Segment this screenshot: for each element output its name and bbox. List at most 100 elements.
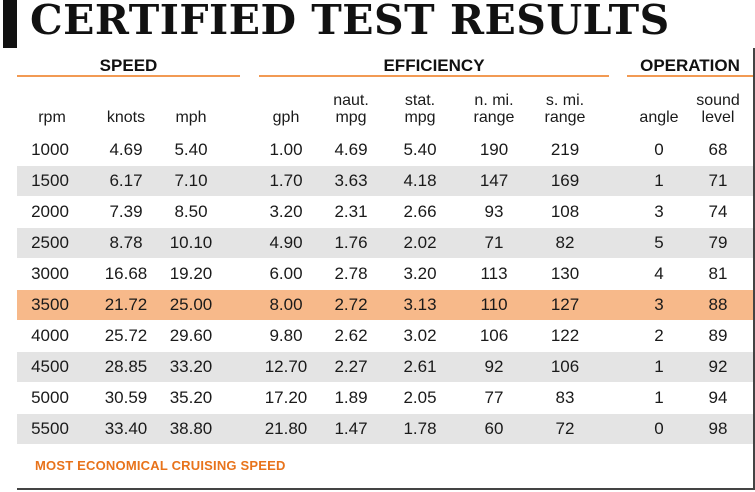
cell-angle: 3	[654, 295, 664, 314]
cell-smi-range: 219	[550, 140, 580, 159]
cell-angle: 2	[654, 326, 664, 345]
cell-sound-level: 68	[708, 140, 728, 159]
cell-sound-level: 89	[708, 326, 728, 345]
cell-stat-mpg: 5.40	[403, 140, 437, 159]
cell-angle: 5	[654, 233, 664, 252]
cell-mph: 29.60	[169, 326, 213, 345]
cell-gph: 3.20	[269, 202, 303, 221]
cell-knots: 6.17	[109, 171, 143, 190]
cell-naut-mpg: 1.89	[334, 388, 368, 407]
cell-stat-mpg: 1.78	[403, 419, 437, 438]
cell-gph: 8.00	[269, 295, 303, 314]
cell-stat-mpg: 2.66	[403, 202, 437, 221]
cell-nmi-range: 71	[484, 233, 504, 252]
cell-stat-mpg: 2.05	[403, 388, 437, 407]
table-row: 2500 8.78 10.10 4.90 1.76 2.02 71 82 5 79	[17, 228, 753, 258]
cell-naut-mpg: 1.47	[334, 419, 368, 438]
group-underline-efficiency	[259, 75, 609, 77]
table-row: 2000 7.39 8.50 3.20 2.31 2.66 93 108 3 74	[17, 197, 753, 227]
cell-mph: 10.10	[169, 233, 213, 252]
cell-naut-mpg: 2.31	[334, 202, 368, 221]
cell-knots: 33.40	[104, 419, 148, 438]
cell-mph: 33.20	[169, 357, 213, 376]
cell-sound-level: 71	[708, 171, 728, 190]
cell-stat-mpg: 3.20	[403, 264, 437, 283]
cell-angle: 3	[654, 202, 664, 221]
cell-angle: 0	[654, 140, 664, 159]
cell-sound-level: 98	[708, 419, 728, 438]
table-row: 5500 33.40 38.80 21.80 1.47 1.78 60 72 0 98	[17, 414, 753, 444]
cell-smi-range: 108	[550, 202, 580, 221]
cell-nmi-range: 147	[479, 171, 509, 190]
column-header-naut-mpg: naut. mpg	[333, 92, 369, 126]
cell-stat-mpg: 4.18	[403, 171, 437, 190]
page-title: CERTIFIED TEST RESULTS	[30, 0, 670, 44]
cell-nmi-range: 190	[479, 140, 509, 159]
column-header-mph: mph	[175, 109, 207, 126]
cell-rpm: 5500	[31, 419, 69, 438]
column-header-sound-level: sound level	[696, 92, 740, 126]
cell-gph: 9.80	[269, 326, 303, 345]
cell-rpm: 2000	[31, 202, 69, 221]
cell-sound-level: 74	[708, 202, 728, 221]
cell-smi-range: 72	[555, 419, 575, 438]
cell-stat-mpg: 3.13	[403, 295, 437, 314]
table-row-highlighted: 3500 21.72 25.00 8.00 2.72 3.13 110 127 3 88	[17, 290, 753, 320]
cell-smi-range: 82	[555, 233, 575, 252]
cell-smi-range: 169	[550, 171, 580, 190]
cell-mph: 38.80	[169, 419, 213, 438]
cell-knots: 16.68	[104, 264, 148, 283]
table-row: 5000 30.59 35.20 17.20 1.89 2.05 77 83 1 94	[17, 383, 753, 413]
table-row: 1500 6.17 7.10 1.70 3.63 4.18 147 169 1 71	[17, 166, 753, 196]
cell-nmi-range: 110	[480, 295, 508, 314]
cell-stat-mpg: 2.61	[403, 357, 437, 376]
cell-mph: 19.20	[169, 264, 213, 283]
cell-mph: 25.00	[169, 295, 213, 314]
cell-knots: 30.59	[104, 388, 148, 407]
cell-mph: 7.10	[174, 171, 208, 190]
title-accent-bar	[3, 0, 17, 48]
group-label-operation: OPERATION	[640, 56, 740, 75]
cell-rpm: 5000	[31, 388, 69, 407]
cell-knots: 28.85	[104, 357, 148, 376]
cell-sound-level: 79	[708, 233, 728, 252]
cell-knots: 21.72	[104, 295, 148, 314]
cell-angle: 0	[654, 419, 664, 438]
column-header-rpm: rpm	[38, 109, 66, 126]
cell-rpm: 4500	[31, 357, 69, 376]
cell-smi-range: 127	[550, 295, 580, 314]
group-label-efficiency: EFFICIENCY	[383, 56, 485, 75]
cell-angle: 1	[654, 357, 664, 376]
cell-mph: 35.20	[169, 388, 213, 407]
cell-angle: 1	[654, 171, 664, 190]
cell-naut-mpg: 3.63	[334, 171, 368, 190]
cell-nmi-range: 113	[480, 264, 508, 283]
column-header-gph: gph	[272, 109, 300, 126]
cell-angle: 1	[654, 388, 664, 407]
cell-rpm: 2500	[31, 233, 69, 252]
cell-rpm: 1500	[31, 171, 69, 190]
cell-naut-mpg: 4.69	[334, 140, 368, 159]
cell-gph: 4.90	[269, 233, 303, 252]
column-header-angle: angle	[639, 109, 679, 126]
footnote-most-economical: MOST ECONOMICAL CRUISING SPEED	[35, 458, 286, 473]
group-label-speed: SPEED	[99, 56, 158, 75]
cell-knots: 25.72	[104, 326, 148, 345]
cell-smi-range: 83	[555, 388, 575, 407]
cell-knots: 4.69	[109, 140, 143, 159]
column-header-knots: knots	[106, 109, 146, 126]
cell-sound-level: 94	[708, 388, 728, 407]
column-header-nmi-range: n. mi. range	[473, 92, 515, 126]
cell-sound-level: 81	[708, 264, 728, 283]
cell-naut-mpg: 2.72	[334, 295, 368, 314]
cell-nmi-range: 77	[484, 388, 504, 407]
cell-rpm: 3000	[31, 264, 69, 283]
cell-knots: 7.39	[109, 202, 143, 221]
cell-smi-range: 122	[550, 326, 580, 345]
cell-naut-mpg: 2.78	[334, 264, 368, 283]
cell-mph: 5.40	[174, 140, 208, 159]
cell-sound-level: 88	[708, 295, 728, 314]
cell-rpm: 1000	[31, 140, 69, 159]
cell-gph: 6.00	[269, 264, 303, 283]
cell-gph: 17.20	[264, 388, 308, 407]
